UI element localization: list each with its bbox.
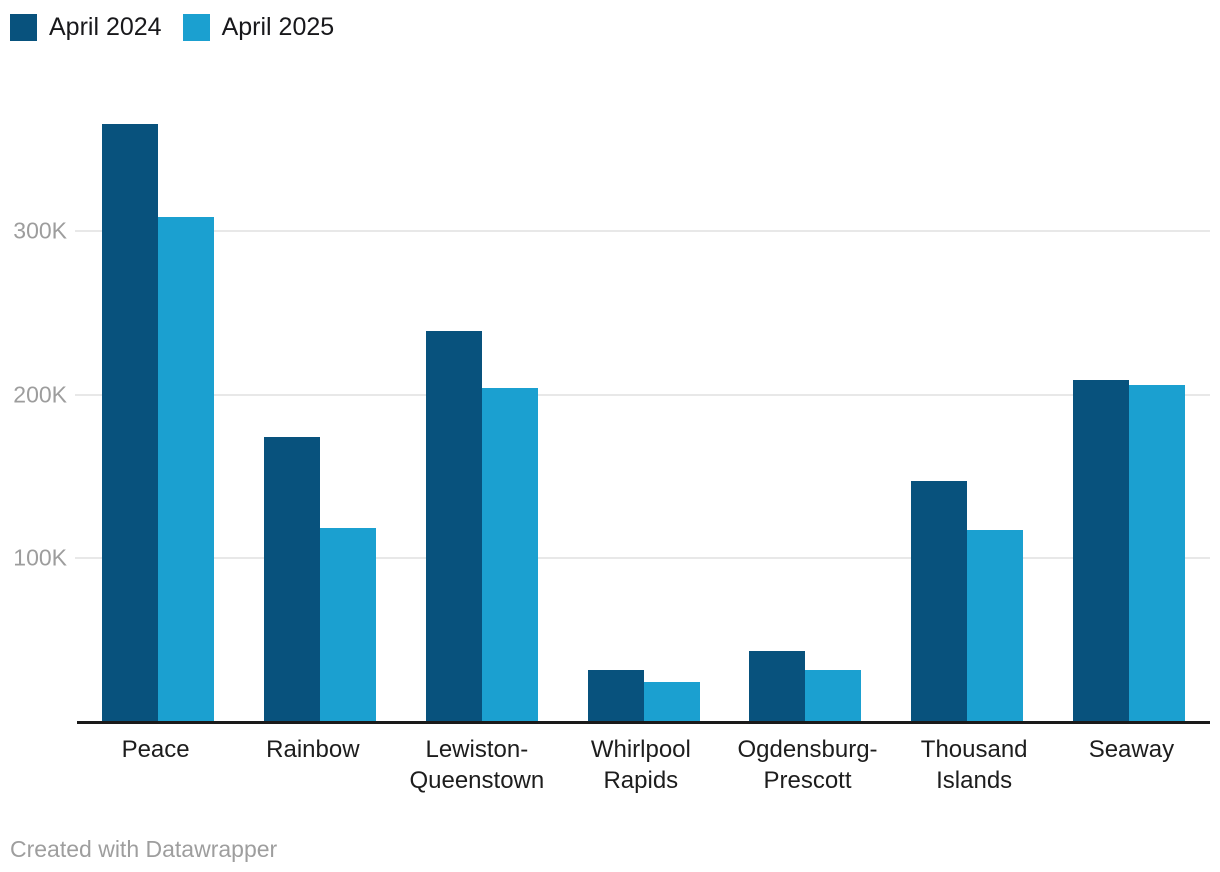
- bar-group-rainbow: [239, 68, 401, 721]
- bar-april-2024-whirlpool-rapids: [587, 670, 644, 721]
- bar-april-2024-rainbow: [263, 436, 320, 721]
- plot-area: 100K 200K 300K: [13, 68, 1210, 724]
- legend-item-april-2025: April 2025: [182, 13, 335, 41]
- bar-april-2025-lewiston-queenstown: [481, 387, 538, 721]
- bar-april-2025-thousand-islands: [967, 530, 1024, 721]
- gridline-100k: [75, 556, 1210, 559]
- legend-label: April 2025: [221, 13, 335, 41]
- bar-group-peace: [77, 68, 239, 721]
- bar-april-2025-whirlpool-rapids: [643, 681, 700, 721]
- legend-swatch-icon: [10, 14, 37, 41]
- datawrapper-credit-link[interactable]: Created with Datawrapper: [10, 836, 278, 862]
- gridline-200k: [75, 393, 1210, 396]
- bar-group-whirlpool-rapids: [563, 68, 725, 721]
- chart-legend: April 2024 April 2025: [10, 14, 334, 41]
- x-axis-label-ogdensburg-prescott: Ogdensburg-Prescott: [737, 736, 878, 794]
- legend-item-april-2024: April 2024: [10, 14, 162, 41]
- bar-april-2025-ogdensburg-prescott: [805, 670, 862, 721]
- bar-april-2024-thousand-islands: [911, 481, 968, 721]
- gridline-300k: [75, 230, 1210, 233]
- bar-april-2024-ogdensburg-prescott: [749, 650, 806, 721]
- bar-april-2025-peace: [157, 216, 214, 721]
- bar-groups: [77, 68, 1210, 721]
- legend-swatch-icon: [182, 14, 210, 41]
- bar-april-2025-rainbow: [319, 528, 376, 721]
- y-tick-label-200k: 200K: [13, 381, 67, 407]
- legend-label: April 2024: [49, 13, 162, 41]
- bar-group-lewiston-queenstown: [401, 68, 563, 721]
- x-axis-label-seaway: Seaway: [1088, 736, 1175, 763]
- x-axis-label-rainbow: Rainbow: [266, 736, 360, 763]
- bar-april-2025-seaway: [1129, 384, 1186, 721]
- bar-group-ogdensburg-prescott: [724, 68, 886, 721]
- y-tick-label-300k: 300K: [13, 217, 67, 244]
- bar-april-2024-lewiston-queenstown: [425, 330, 482, 721]
- x-axis-label-peace: Peace: [121, 736, 190, 763]
- x-axis-label-lewiston-queenstown: Lewiston-Queenstown: [409, 736, 545, 794]
- bar-group-thousand-islands: [886, 68, 1048, 721]
- x-axis-labels: Peace Rainbow Lewiston-Queenstown Whirlpool…: [77, 734, 1210, 796]
- x-axis-label-thousand-islands: Thousand Islands: [920, 736, 1028, 794]
- x-axis-label-whirlpool-rapids: Whirlpool Rapids: [590, 736, 691, 794]
- bar-april-2024-peace: [101, 123, 158, 721]
- bar-april-2024-seaway: [1073, 379, 1130, 721]
- bar-group-seaway: [1048, 68, 1210, 721]
- y-tick-label-100k: 100K: [13, 544, 67, 571]
